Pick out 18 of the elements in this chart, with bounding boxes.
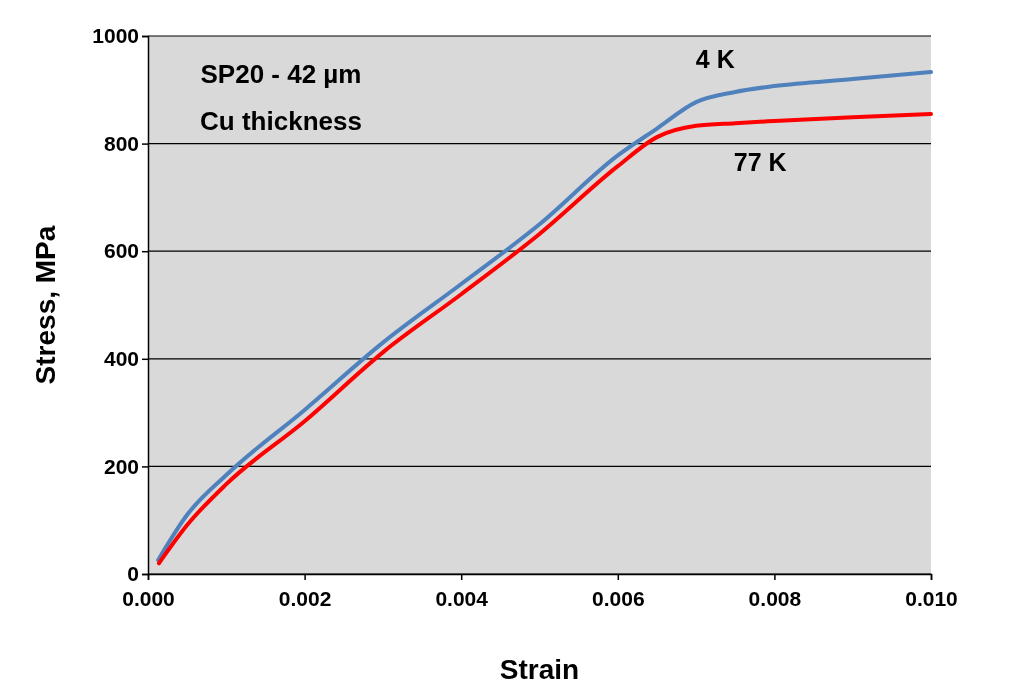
y-tick-label: 400 xyxy=(103,347,139,371)
y-axis-title: Stress, MPa xyxy=(30,225,61,385)
x-tick-label: 0.000 xyxy=(122,587,175,611)
x-tick-label: 0.004 xyxy=(435,587,489,611)
y-tick-label: 0 xyxy=(127,562,139,586)
y-tick-label: 200 xyxy=(103,454,139,478)
series-label: 4 K xyxy=(695,44,735,73)
series-label: 77 K xyxy=(733,148,787,177)
y-tick-label: 800 xyxy=(103,131,139,155)
annotation: Cu thickness xyxy=(200,106,362,136)
y-tick-label: 600 xyxy=(103,239,139,263)
x-tick-label: 0.010 xyxy=(905,587,958,611)
x-tick-label: 0.006 xyxy=(592,587,645,611)
y-tick-label: 1000 xyxy=(92,24,139,48)
x-tick-label: 0.008 xyxy=(748,587,802,611)
annotation: SP20 - 42 µm xyxy=(200,59,362,89)
x-axis-title: Strain xyxy=(499,654,580,685)
x-tick-label: 0.002 xyxy=(278,587,332,611)
